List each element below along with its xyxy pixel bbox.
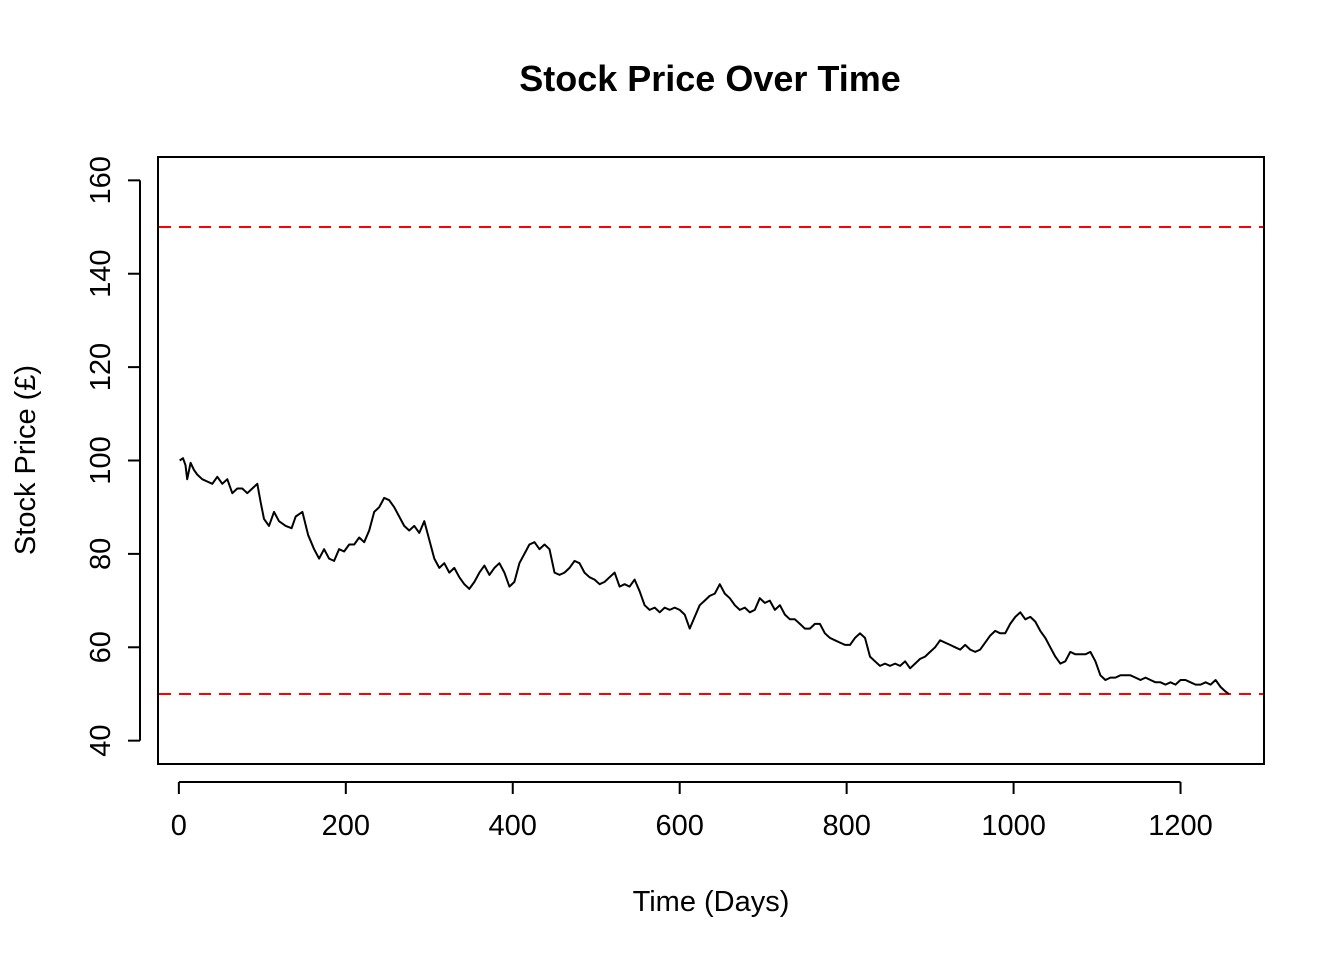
- reference-lines: [159, 226, 1263, 695]
- x-tick-label: 600: [656, 810, 704, 842]
- y-tick-label: 100: [85, 436, 117, 484]
- y-axis: 40 60 80 100 120 140 160: [85, 156, 141, 757]
- chart-title: Stock Price Over Time: [519, 58, 901, 99]
- x-axis-label: Time (Days): [633, 886, 790, 918]
- y-axis-label: Stock Price (£): [10, 365, 42, 555]
- y-tick-label: 140: [85, 250, 117, 298]
- series-line: [179, 457, 1230, 695]
- x-tick-label: 400: [489, 810, 537, 842]
- y-tick-label: 160: [85, 156, 117, 204]
- y-tick-label: 60: [85, 631, 117, 663]
- series-layer: [179, 457, 1230, 695]
- plot-area-border: [157, 156, 1265, 765]
- x-tick-label: 0: [171, 810, 187, 842]
- x-tick-label: 800: [822, 810, 870, 842]
- x-axis: 0 200 400 600 800 1000 1200: [171, 781, 1213, 842]
- x-tick-label: 200: [322, 810, 370, 842]
- x-tick-label: 1200: [1148, 810, 1213, 842]
- x-tick-label: 1000: [981, 810, 1046, 842]
- y-tick-label: 80: [85, 538, 117, 570]
- y-tick-label: 120: [85, 343, 117, 391]
- y-tick-label: 40: [85, 725, 117, 757]
